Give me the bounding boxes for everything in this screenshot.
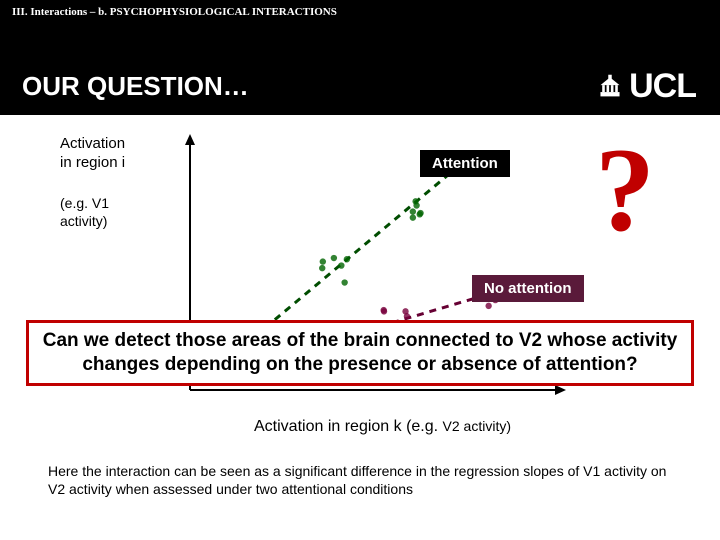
x-axis-label-main: Activation in region k (e.g. [254,418,443,435]
question-box: Can we detect those areas of the brain c… [26,320,694,386]
x-axis-label: Activation in region k (e.g. V2 activity… [254,418,511,436]
attention-label: Attention [420,150,510,177]
ucl-wordmark: UCL [629,67,696,106]
x-axis-label-small: V2 activity) [443,418,511,434]
question-mark: ? [595,130,655,250]
breadcrumb: III. Interactions – b. PSYCHOPHYSIOLOGIC… [12,6,337,18]
y-axis-label-top: Activation in region i [60,135,125,173]
title-bar: OUR QUESTION… UCL [18,58,702,114]
ucl-dome-icon [597,73,623,99]
slide-root: III. Interactions – b. PSYCHOPHYSIOLOGIC… [0,0,720,540]
page-title: OUR QUESTION… [22,71,249,102]
ucl-logo: UCL [597,67,696,106]
y-axis-label-bottom: (e.g. V1 activity) [60,195,109,230]
no-attention-label: No attention [472,275,584,302]
footer-text: Here the interaction can be seen as a si… [48,462,678,498]
